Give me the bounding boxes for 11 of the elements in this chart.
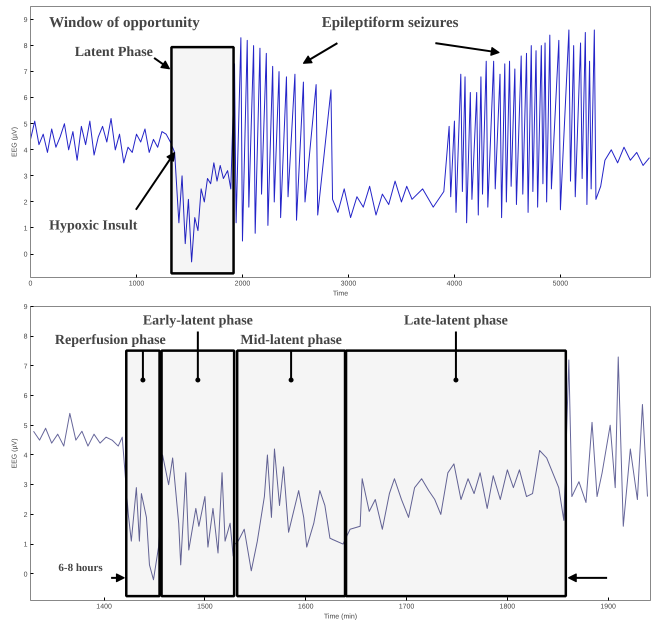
- line-series: [30, 29, 650, 262]
- band-label: Late-latent phase: [404, 314, 508, 329]
- band-label: Early-latent phase: [142, 314, 253, 329]
- band-label: Latent Phase: [74, 45, 153, 60]
- annotation: 6-8 hours: [58, 562, 104, 574]
- band-label: Reperfusion phase: [54, 332, 166, 348]
- annotation: Hypoxic Insult: [49, 218, 138, 234]
- band-label: Mid-latent phase: [240, 332, 342, 348]
- annotation: Epileptiform seizures: [322, 14, 459, 31]
- line-series: [33, 356, 648, 580]
- annotation: Window of opportunity: [49, 14, 200, 31]
